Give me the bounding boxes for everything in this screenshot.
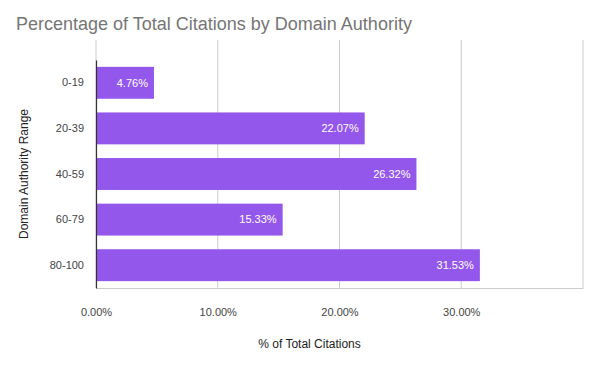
data-label: 15.33% bbox=[239, 213, 277, 225]
y-axis: 0-19 20-39 40-59 60-79 80-100 bbox=[50, 61, 97, 289]
data-label: 31.53% bbox=[437, 259, 475, 271]
x-tick-label: 10.00% bbox=[200, 306, 238, 318]
background bbox=[0, 0, 600, 371]
y-tick: 40-59 bbox=[56, 168, 96, 180]
bar bbox=[96, 112, 365, 144]
data-label: 22.07% bbox=[321, 122, 359, 134]
y-axis-line bbox=[96, 61, 97, 289]
data-label: 26.32% bbox=[373, 168, 411, 180]
y-tick-label: 80-100 bbox=[50, 259, 84, 271]
grid-line bbox=[96, 40, 97, 288]
y-tick-label: 40-59 bbox=[56, 168, 84, 180]
data-labels: 4.76% 22.07% 26.32% 15.33% 31.53% bbox=[117, 77, 474, 271]
bar bbox=[96, 67, 154, 99]
y-tick-label: 20-39 bbox=[56, 122, 84, 134]
chart: 4.76% 22.07% 26.32% 15.33% 31.53% 0.00% 10.00%… bbox=[0, 0, 600, 371]
x-tick: 30.00% bbox=[443, 288, 481, 318]
x-axis-title: % of Total Citations bbox=[258, 337, 361, 351]
bars bbox=[96, 67, 480, 281]
x-tick: 10.00% bbox=[200, 288, 238, 318]
x-axis-line bbox=[97, 288, 584, 289]
bar bbox=[96, 204, 283, 236]
x-tick-label: 30.00% bbox=[443, 306, 481, 318]
bar bbox=[96, 249, 480, 281]
bar bbox=[96, 158, 416, 190]
y-tick: 80-100 bbox=[50, 259, 96, 271]
y-axis-title: Domain Authority Range bbox=[17, 109, 31, 239]
x-tick-label: 0.00% bbox=[81, 306, 112, 318]
y-tick: 0-19 bbox=[62, 76, 96, 88]
range-end-line bbox=[583, 40, 584, 288]
title: Percentage of Total Citations by Domain … bbox=[16, 14, 412, 34]
y-tick-label: 0-19 bbox=[62, 76, 84, 88]
data-label: 4.76% bbox=[117, 77, 148, 89]
x-axis: 0.00% 10.00% 20.00% 30.00% bbox=[81, 288, 584, 318]
x-tick: 20.00% bbox=[321, 288, 359, 318]
x-tick: 0.00% bbox=[81, 288, 112, 318]
y-tick-label: 60-79 bbox=[56, 213, 84, 225]
y-tick: 20-39 bbox=[56, 122, 96, 134]
y-tick: 60-79 bbox=[56, 213, 96, 225]
x-tick-label: 20.00% bbox=[321, 306, 359, 318]
